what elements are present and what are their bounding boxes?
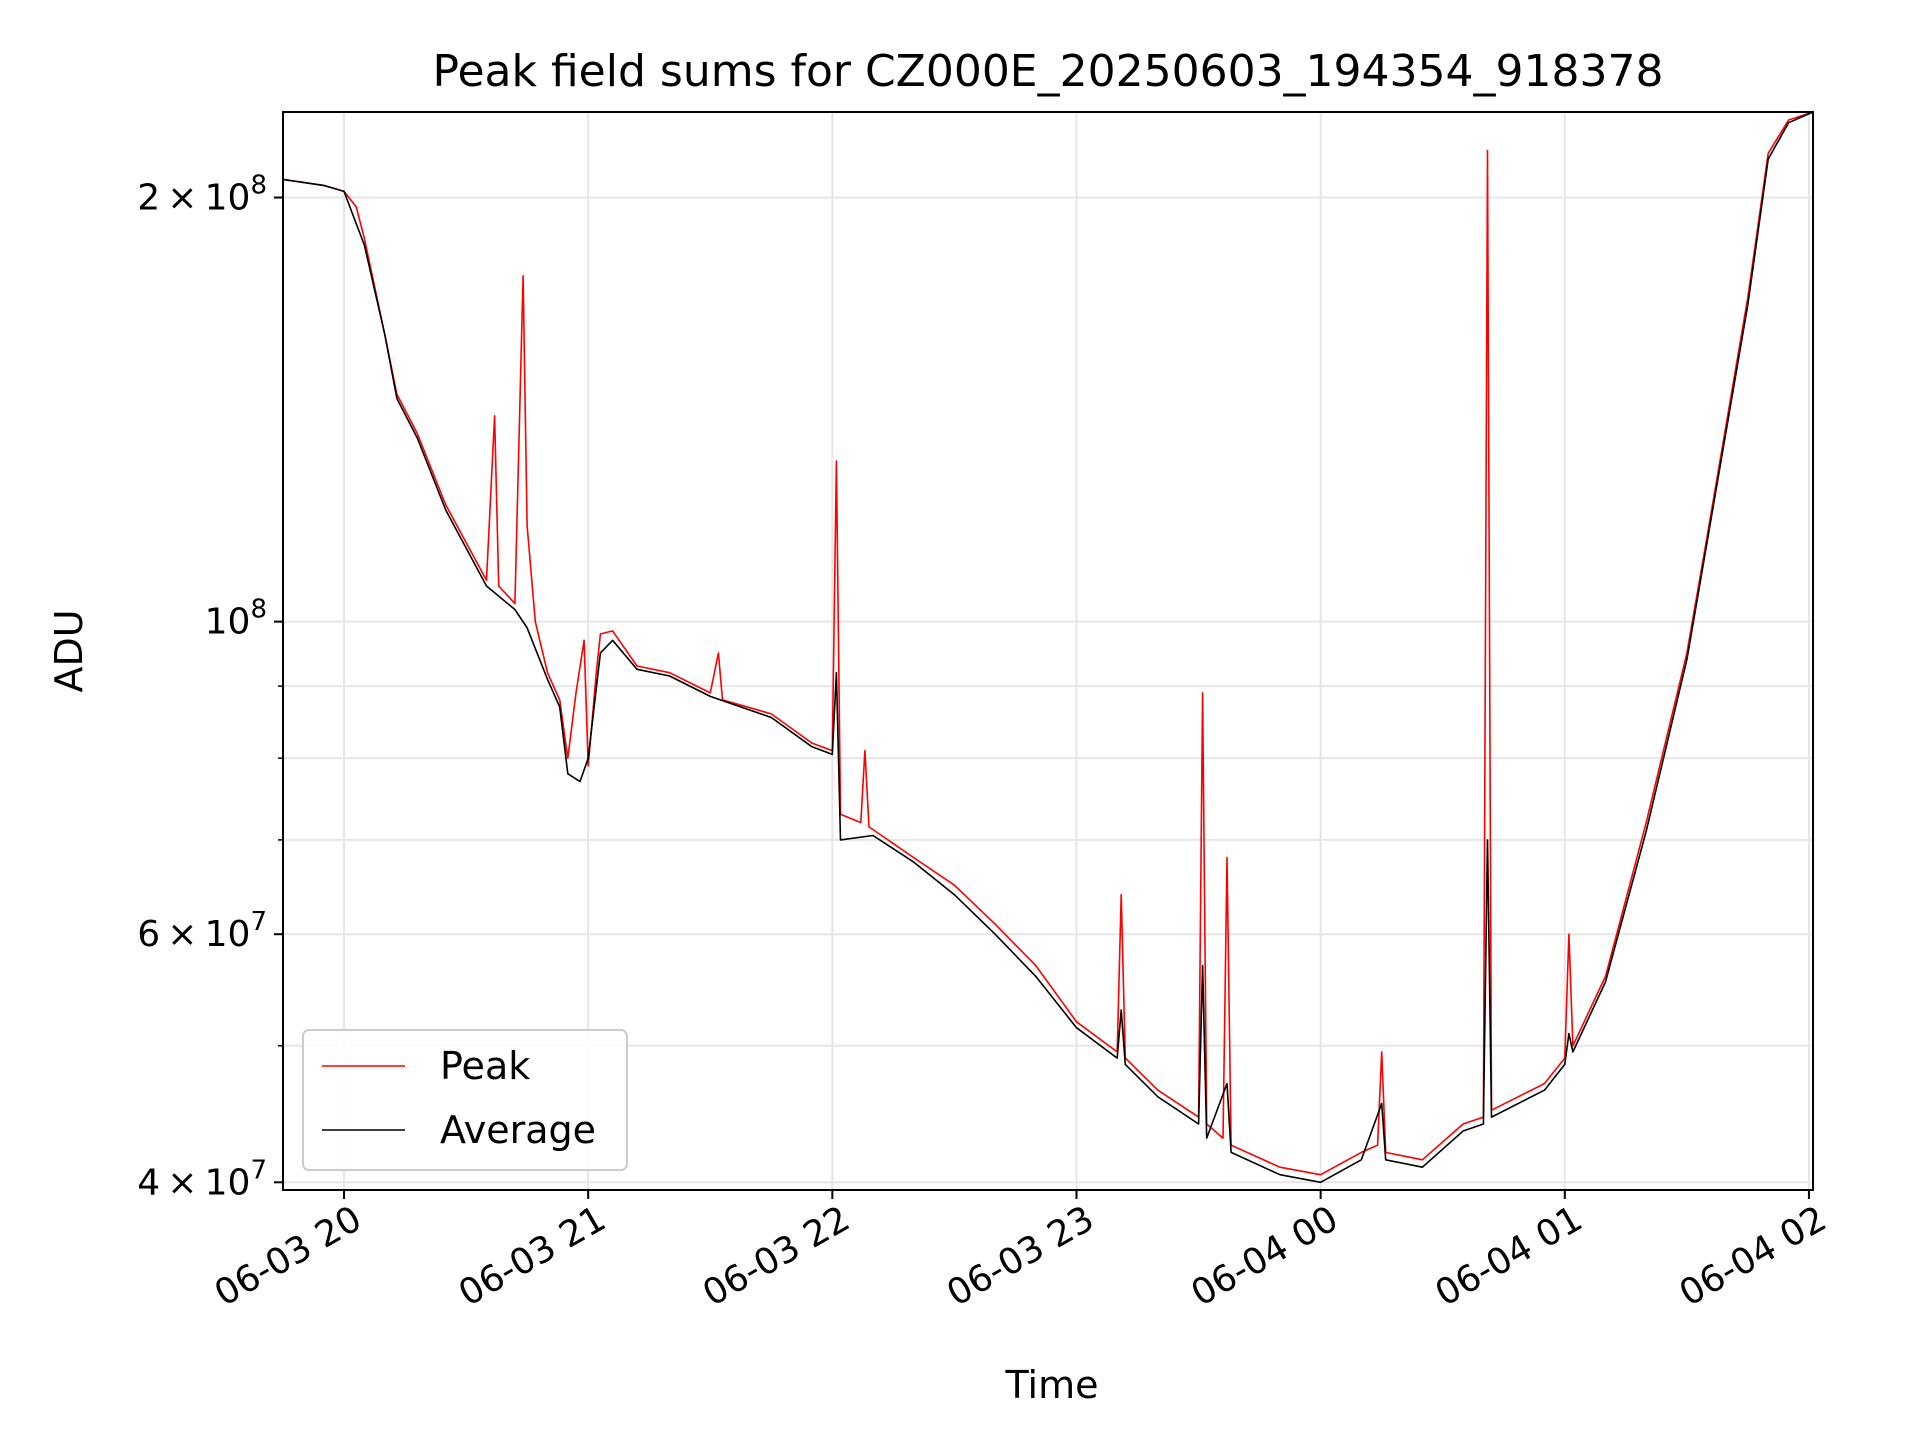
- series-line-average: [282, 111, 1814, 1184]
- legend-label-peak: Peak: [440, 1044, 530, 1088]
- legend: Peak Average: [302, 1029, 628, 1171]
- y-axis: 2 × 108 108 6 × 107 4 × 107: [137, 171, 283, 1203]
- legend-box: [302, 1029, 628, 1171]
- plot-series: [282, 111, 1814, 1184]
- y-axis-label: ADU: [47, 609, 91, 692]
- legend-label-average: Average: [440, 1108, 596, 1152]
- series-line-peak: [282, 111, 1814, 1176]
- y-tick-label-3: 4 × 107: [137, 1155, 267, 1203]
- y-tick-label-1: 108: [205, 595, 267, 643]
- x-axis-label: Time: [1005, 1363, 1099, 1407]
- plot-frame: [282, 111, 1814, 1191]
- gridlines: [283, 112, 1813, 1190]
- chart-title: Peak field sums for CZ000E_20250603_1943…: [433, 46, 1664, 97]
- y-tick-label-2: 6 × 107: [137, 907, 267, 955]
- y-tick-label-0: 2 × 108: [137, 171, 267, 219]
